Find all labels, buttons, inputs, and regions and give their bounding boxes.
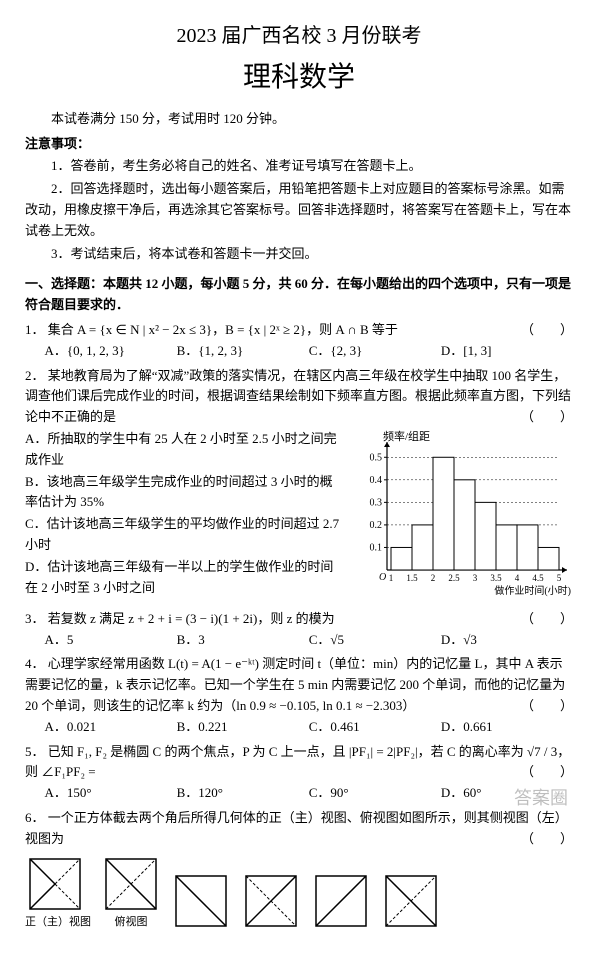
question-3: 3． 若复数 z 满足 z + 2 + i = (3 − i)(1 + 2i)，… <box>25 609 573 651</box>
exam-header-line2: 理科数学 <box>25 56 573 101</box>
option-d: D．√3 <box>441 630 573 651</box>
option-b: B．0.221 <box>177 717 309 738</box>
notice-item: 2．回答选择题时，选出每小题答案后，用铅笔把答题卡上对应题目的答案标号涂黑。如需… <box>25 179 573 241</box>
q-num: 3． <box>25 611 45 626</box>
option-a: A．5 <box>45 630 177 651</box>
option-d: D．0.661 <box>441 717 573 738</box>
option-b: B．{1, 2, 3} <box>177 341 309 362</box>
option-view-d <box>381 871 441 931</box>
svg-text:1.5: 1.5 <box>406 573 418 583</box>
svg-text:做作业时间(小时): 做作业时间(小时) <box>494 584 571 597</box>
option-c: C．90° <box>309 783 441 804</box>
front-view-label: 正（主）视图 <box>25 914 91 932</box>
option-view-a <box>171 871 231 931</box>
front-view: 正（主）视图 <box>25 854 91 932</box>
svg-text:0.3: 0.3 <box>370 497 383 508</box>
svg-text:0.1: 0.1 <box>370 542 383 553</box>
option-d: D．估计该地高三年级有一半以上的学生做作业的时间在 2 小时至 3 小时之间 <box>25 557 345 599</box>
option-a: A．{0, 1, 2, 3} <box>45 341 177 362</box>
q-stem: 集合 A = {x ∈ N | x² − 2x ≤ 3}，B = {x | 2ˣ… <box>48 322 398 337</box>
q-num: 6． <box>25 810 45 825</box>
option-b: B．120° <box>177 783 309 804</box>
question-5: 5． 已知 F₁, F₂ 是椭圆 C 的两个焦点，P 为 C 上一点，且 |PF… <box>25 742 573 804</box>
option-view-c <box>311 871 371 931</box>
option-c: C．0.461 <box>309 717 441 738</box>
q-stem: 某地教育局为了解“双减”政策的落实情况，在辖区内高三年级在校学生中抽取 100 … <box>25 368 571 425</box>
answer-blank: （ ） <box>521 696 573 717</box>
option-d: D．60° <box>441 783 573 804</box>
svg-text:O: O <box>379 572 386 583</box>
option-b: B．3 <box>177 630 309 651</box>
q-stem: 已知 F₁, F₂ 是椭圆 C 的两个焦点，P 为 C 上一点，且 |PF₁| … <box>25 744 570 780</box>
svg-text:2: 2 <box>431 573 436 583</box>
svg-text:5: 5 <box>557 573 562 583</box>
q-num: 1． <box>25 322 45 337</box>
svg-text:0.2: 0.2 <box>370 520 383 531</box>
q3-options: A．5 B．3 C．√5 D．√3 <box>45 630 574 651</box>
q-stem: 一个正方体截去两个角后所得几何体的正（主）视图、俯视图如图所示，则其侧视图（左）… <box>25 810 568 846</box>
svg-text:1: 1 <box>389 573 394 583</box>
q2-histogram: 0.1 0.2 0.3 0.4 0.5 1 1.5 2 2.5 3 3.5 4 4.5 5 O 频率/组距做作… <box>353 428 573 605</box>
answer-blank: （ ） <box>521 609 573 630</box>
exam-meta: 本试卷满分 150 分，考试用时 120 分钟。 <box>25 109 573 130</box>
option-c: C．√5 <box>309 630 441 651</box>
q1-options: A．{0, 1, 2, 3} B．{1, 2, 3} C．{2, 3} D．[1… <box>45 341 574 362</box>
option-a: A．0.021 <box>45 717 177 738</box>
option-d: D．[1, 3] <box>441 341 573 362</box>
notice-item: 3．考试结束后，将本试卷和答题卡一并交回。 <box>25 244 573 265</box>
q-stem: 若复数 z 满足 z + 2 + i = (3 − i)(1 + 2i)，则 z… <box>48 611 335 626</box>
top-view-label: 俯视图 <box>101 914 161 932</box>
question-2: 2． 某地教育局为了解“双减”政策的落实情况，在辖区内高三年级在校学生中抽取 1… <box>25 366 573 605</box>
option-a: A．150° <box>45 783 177 804</box>
answer-blank: （ ） <box>521 320 573 341</box>
q-num: 4． <box>25 656 45 671</box>
q6-views: 正（主）视图 俯视图 <box>25 854 573 932</box>
section-heading: 一、选择题：本题共 12 小题，每小题 5 分，共 60 分．在每小题给出的四个… <box>25 274 573 316</box>
svg-text:0.4: 0.4 <box>370 475 383 486</box>
answer-blank: （ ） <box>521 762 573 783</box>
q-stem: 心理学家经常用函数 L(t) = A(1 − e⁻ᵏᵗ) 测定时间 t（单位：m… <box>25 656 565 713</box>
notice-item: 1．答卷前，考生务必将自己的姓名、准考证号填写在答题卡上。 <box>25 156 573 177</box>
top-view: 俯视图 <box>101 854 161 932</box>
q-num: 2． <box>25 368 45 383</box>
option-a: A．所抽取的学生中有 25 人在 2 小时至 2.5 小时之间完成作业 <box>25 429 345 471</box>
option-b: B．该地高三年级学生完成作业的时间超过 3 小时的概率估计为 35% <box>25 472 345 514</box>
notice-heading: 注意事项： <box>25 134 573 155</box>
answer-blank: （ ） <box>521 407 573 428</box>
option-c: C．{2, 3} <box>309 341 441 362</box>
q4-options: A．0.021 B．0.221 C．0.461 D．0.661 <box>45 717 574 738</box>
question-4: 4． 心理学家经常用函数 L(t) = A(1 − e⁻ᵏᵗ) 测定时间 t（单… <box>25 654 573 737</box>
answer-blank: （ ） <box>521 829 573 850</box>
question-1: 1． 集合 A = {x ∈ N | x² − 2x ≤ 3}，B = {x |… <box>25 320 573 362</box>
q5-options: A．150° B．120° C．90° D．60° <box>45 783 574 804</box>
svg-text:3: 3 <box>473 573 478 583</box>
option-c: C．估计该地高三年级学生的平均做作业的时间超过 2.7 小时 <box>25 514 345 556</box>
q2-options: A．所抽取的学生中有 25 人在 2 小时至 2.5 小时之间完成作业 B．该地… <box>25 428 345 605</box>
svg-text:频率/组距: 频率/组距 <box>383 429 430 443</box>
svg-text:0.5: 0.5 <box>370 452 383 463</box>
q-num: 5． <box>25 744 45 759</box>
svg-text:4: 4 <box>515 573 520 583</box>
svg-text:2.5: 2.5 <box>448 573 460 583</box>
question-6: 6． 一个正方体截去两个角后所得几何体的正（主）视图、俯视图如图所示，则其侧视图… <box>25 808 573 931</box>
svg-text:4.5: 4.5 <box>532 573 544 583</box>
svg-text:3.5: 3.5 <box>490 573 502 583</box>
exam-header-line1: 2023 届广西名校 3 月份联考 <box>25 20 573 52</box>
option-view-b <box>241 871 301 931</box>
